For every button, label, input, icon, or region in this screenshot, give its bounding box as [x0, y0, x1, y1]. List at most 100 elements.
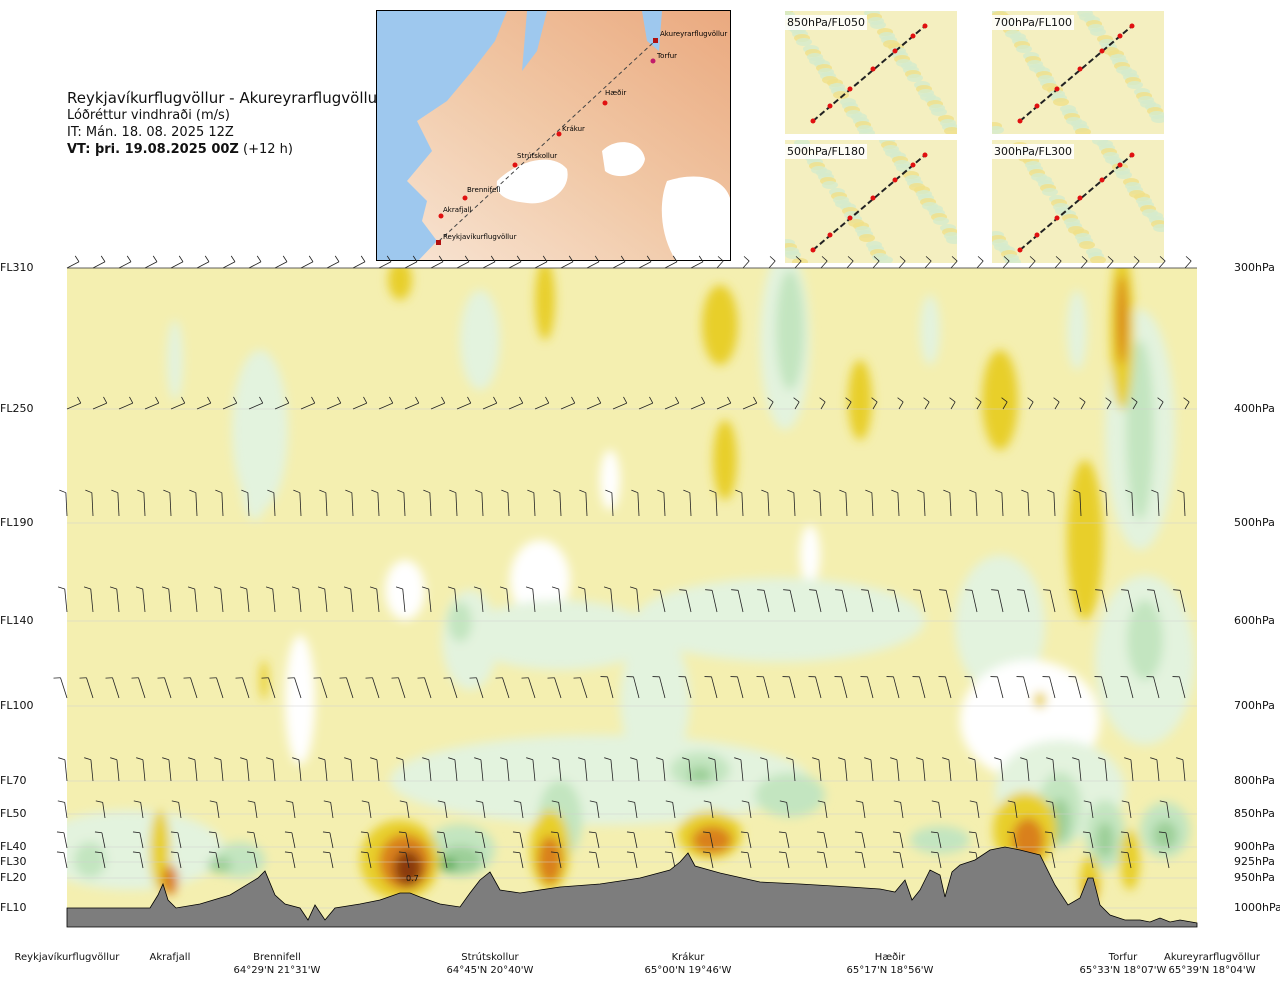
wind-barb — [324, 759, 328, 782]
wind-barb — [638, 402, 653, 410]
wind-barb-flag — [917, 489, 925, 494]
wind-barb — [1179, 590, 1186, 613]
wind-barb-flag — [542, 255, 548, 262]
wind-barb — [194, 588, 198, 613]
velocity-contour — [510, 540, 570, 620]
wind-barb — [637, 492, 640, 517]
wind-barb — [92, 402, 107, 410]
wind-barb-flag — [734, 757, 742, 761]
wind-barb — [737, 590, 744, 613]
wind-barb — [976, 401, 982, 410]
velocity-contour — [1117, 275, 1127, 365]
wind-barb — [1028, 401, 1034, 410]
waypoint-label: Reykjavíkurflugvöllur — [443, 233, 517, 241]
mini-map-field — [1042, 83, 1058, 91]
wind-barb — [1130, 759, 1134, 782]
wind-barb-flag — [838, 757, 846, 761]
wind-barb-flag — [363, 396, 368, 404]
wind-barb-flag — [178, 255, 184, 262]
flight-level-label: FL20 — [0, 871, 27, 884]
wind-barb — [90, 588, 94, 613]
wind-barb — [330, 802, 334, 819]
wind-barb — [66, 261, 80, 269]
wind-barb — [659, 590, 666, 613]
wind-barb-flag — [1001, 397, 1008, 403]
mini-map-waypoint — [1034, 103, 1040, 109]
wind-barb-flag — [664, 851, 672, 854]
wind-barb-flag — [110, 757, 118, 761]
wind-barb — [248, 261, 262, 269]
wind-barb-flag — [631, 489, 639, 494]
wind-barb-flag — [284, 831, 292, 834]
wind-barb — [502, 677, 510, 699]
velocity-contour — [241, 440, 269, 520]
wind-barb — [117, 492, 120, 517]
mini-map-field — [1116, 171, 1132, 179]
wind-barb — [253, 832, 258, 849]
wind-barb — [142, 759, 146, 782]
wind-barb-flag — [189, 489, 197, 494]
wind-barb — [923, 492, 926, 517]
location-coord: 65°00'N 19°46'W — [644, 965, 732, 976]
wind-barb — [1184, 401, 1190, 410]
wind-barb-flag — [702, 831, 710, 834]
wind-barb — [298, 588, 302, 613]
wind-barb — [480, 759, 484, 782]
mini-map-850: 850hPa/FL050 — [785, 11, 957, 134]
wind-barb-flag — [103, 396, 108, 404]
wind-barb — [690, 402, 705, 410]
wind-barb — [253, 852, 258, 869]
wind-barb — [898, 401, 904, 410]
wind-barb-flag — [577, 586, 585, 590]
mini-map-field — [859, 234, 875, 242]
wind-barb-flag — [137, 489, 145, 494]
pressure-level-label: 600hPa — [1234, 614, 1275, 627]
wind-barb-flag — [551, 800, 559, 803]
wind-barb-flag — [864, 757, 872, 761]
location-coord: 64°45'N 20°40'W — [446, 965, 534, 976]
wind-barb — [506, 588, 510, 613]
waypoint-label: Krákur — [562, 125, 585, 133]
wind-barb — [554, 677, 562, 699]
wind-barb — [1052, 759, 1056, 782]
pressure-level-label: 400hPa — [1234, 402, 1275, 415]
wind-barb-flag — [493, 396, 498, 404]
wind-barb — [402, 759, 406, 782]
wind-barb — [534, 261, 548, 269]
wind-barb — [1013, 832, 1018, 849]
wind-barb-flag — [436, 851, 444, 854]
wind-barb-flag — [94, 851, 102, 854]
wind-barb-flag — [778, 831, 786, 834]
wind-barb-flag — [740, 831, 748, 834]
wind-barb — [710, 802, 714, 819]
wind-barb — [291, 832, 296, 849]
wind-barb — [1089, 852, 1094, 869]
wind-barb — [443, 852, 448, 869]
wind-barb-flag — [727, 396, 732, 404]
wind-barb-flag — [550, 851, 558, 854]
wind-barb-flag — [1082, 831, 1090, 834]
field-annotation: 0.7 — [406, 874, 419, 883]
wind-barb — [178, 802, 182, 819]
wind-barb-flag — [769, 256, 776, 262]
mini-map-field — [1090, 28, 1106, 36]
mini-map-field — [811, 166, 827, 174]
wind-barb-flag — [1003, 256, 1010, 262]
flight-level-label: FL10 — [0, 901, 27, 914]
wind-barb — [1014, 802, 1018, 819]
wind-barb-flag — [1046, 757, 1054, 761]
wind-barb — [919, 590, 926, 613]
wind-barb-flag — [605, 489, 613, 494]
wind-barb — [376, 759, 380, 782]
velocity-contour — [448, 602, 472, 642]
wind-barb-flag — [597, 396, 602, 404]
wind-barb-flag — [266, 757, 274, 761]
wind-barb-flag — [209, 800, 217, 803]
wind-barb-flag — [649, 396, 654, 404]
mini-map-field — [931, 108, 947, 116]
wind-barb — [688, 759, 692, 782]
wind-barb-flag — [787, 489, 795, 494]
wind-barb-flag — [170, 851, 178, 854]
wind-barb-flag — [604, 757, 612, 761]
wind-barb — [456, 402, 471, 410]
